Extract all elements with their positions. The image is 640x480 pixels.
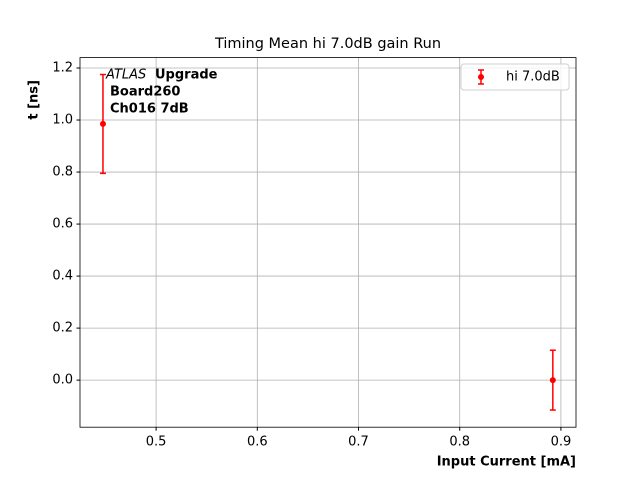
annotation: Upgrade <box>155 68 218 83</box>
annotation: Board260 <box>110 85 180 100</box>
y-tick-label: 0.6 <box>52 217 73 232</box>
annotation: Ch016 7dB <box>110 102 189 117</box>
x-tick-label: 0.6 <box>247 435 268 450</box>
y-tick-label: 0.8 <box>52 165 73 180</box>
plot-frame <box>79 57 577 428</box>
chart-title: Timing Mean hi 7.0dB gain Run <box>214 36 441 52</box>
x-axis-label: Input Current [mA] <box>437 455 576 470</box>
legend-label: hi 7.0dB <box>506 70 560 85</box>
data-point <box>99 120 106 127</box>
y-tick-label: 0.2 <box>52 321 73 336</box>
y-tick-label: 1.0 <box>52 113 73 128</box>
legend-box <box>460 63 570 91</box>
legend-swatch <box>478 74 484 80</box>
x-tick-label: 0.8 <box>449 435 470 450</box>
annotation: ATLAS <box>105 68 146 83</box>
y-tick-label: 0.0 <box>52 373 73 388</box>
data-point <box>549 377 556 384</box>
x-tick-label: 0.9 <box>551 435 572 450</box>
y-tick-label: 0.4 <box>52 269 73 284</box>
y-axis-label: t [ns] <box>27 80 42 120</box>
x-tick-label: 0.7 <box>348 435 369 450</box>
x-tick-label: 0.5 <box>146 435 167 450</box>
y-tick-label: 1.2 <box>52 61 73 76</box>
